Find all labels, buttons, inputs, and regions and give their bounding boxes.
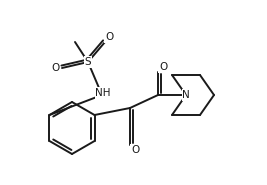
Text: O: O (131, 145, 139, 155)
Text: O: O (51, 63, 59, 73)
Text: N: N (182, 90, 190, 100)
Text: S: S (85, 57, 91, 67)
Text: O: O (159, 62, 167, 72)
Text: O: O (105, 32, 113, 42)
Text: NH: NH (95, 88, 111, 98)
